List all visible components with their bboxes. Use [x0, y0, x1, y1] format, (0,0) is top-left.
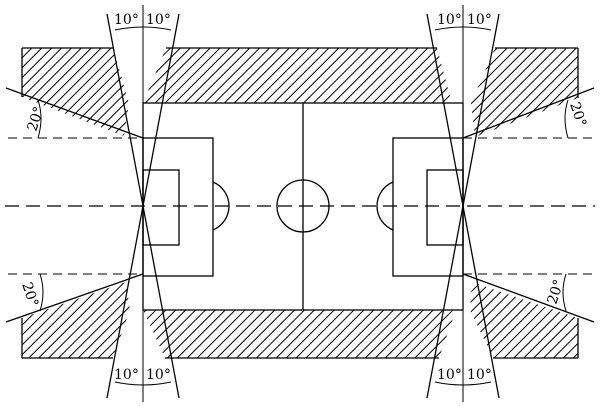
left-penalty-area: [142, 137, 214, 277]
hatch-top-left: [22, 48, 129, 136]
right-penalty-arc: [376, 181, 394, 231]
hatch-boundary: [21, 47, 579, 359]
angle-label-bottom-right-b: 10°: [467, 367, 492, 383]
angle-label-bottom-left-b: 10°: [146, 367, 171, 383]
twenty-degree-lines: [5, 87, 595, 323]
right-penalty-area: [392, 137, 464, 277]
angle-label-top-left-b: 10°: [146, 12, 171, 28]
hatch-top-center: [143, 48, 452, 103]
hatched-zones: [22, 48, 578, 358]
angle-label-top-right-b: 10°: [467, 12, 492, 28]
angle-label-lower-right: 20°: [545, 278, 568, 307]
angle-label-top-left-a: 10°: [114, 12, 139, 28]
angle-label-upper-left: 20°: [25, 105, 48, 134]
hatch-bottom-right: [470, 282, 578, 358]
angle-arcs: [37, 26, 569, 386]
angle-labels: 10° 10° 10° 10° 10° 10° 10° 10° 20° 20° …: [18, 12, 589, 383]
angle-label-bottom-right-a: 10°: [437, 367, 462, 383]
angle-label-upper-right: 20°: [566, 100, 589, 129]
angle-label-bottom-left-a: 10°: [114, 367, 139, 383]
hatch-top-right: [471, 48, 578, 137]
hatch-bottom-center: [143, 310, 456, 358]
hatch-bottom-left: [22, 282, 130, 358]
angle-label-lower-left: 20°: [18, 280, 41, 309]
ten-degree-lines: [106, 13, 500, 399]
angle-label-top-right-a: 10°: [437, 12, 462, 28]
